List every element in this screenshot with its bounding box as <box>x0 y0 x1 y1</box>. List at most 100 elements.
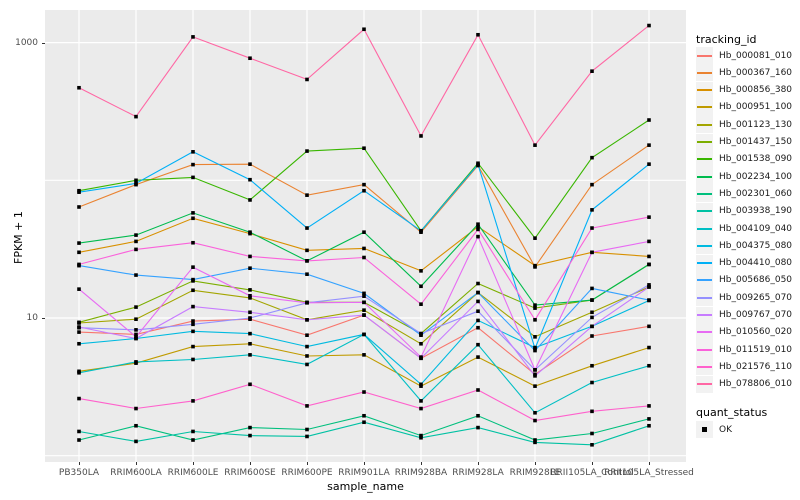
data-point <box>248 310 252 315</box>
data-point <box>191 329 195 334</box>
legend-label: Hb_001437_150 <box>719 137 793 147</box>
data-point <box>533 440 537 445</box>
data-point <box>419 355 423 359</box>
legend-label: Hb_078806_010 <box>719 379 793 390</box>
data-point <box>191 399 195 403</box>
legend-key-swatch <box>696 202 713 220</box>
legend-entry-Hb_003938_190: Hb_003938_190 <box>696 202 796 220</box>
data-point <box>77 241 81 245</box>
data-point <box>362 246 366 251</box>
data-point <box>476 222 480 226</box>
data-point <box>476 299 480 304</box>
legend-key-swatch <box>696 64 713 82</box>
data-point <box>647 118 651 122</box>
legend-key-line <box>697 210 712 213</box>
legend-key-line <box>697 141 712 143</box>
data-point <box>533 346 537 351</box>
legend-label: Hb_009767_070 <box>719 310 793 320</box>
data-point <box>305 248 309 253</box>
data-point <box>191 211 195 215</box>
data-point <box>533 263 537 268</box>
legend-label: Hb_005686_050 <box>719 275 793 286</box>
data-point <box>248 162 252 166</box>
data-point <box>248 433 252 438</box>
legend-label: Hb_002301_060 <box>719 188 793 199</box>
data-point <box>647 423 651 428</box>
legend-key-swatch <box>696 47 713 64</box>
data-point <box>647 283 651 287</box>
data-point <box>647 215 651 219</box>
data-point <box>590 431 594 436</box>
data-point <box>647 298 651 302</box>
data-point <box>191 35 195 39</box>
data-point <box>77 85 81 90</box>
x-tick-label: RRIM600LA <box>110 468 162 478</box>
data-point <box>248 288 252 292</box>
data-point <box>590 250 594 255</box>
data-point <box>533 143 537 147</box>
data-point <box>77 341 81 346</box>
data-point <box>362 182 366 187</box>
legend-key-line <box>697 106 712 109</box>
data-point <box>476 413 480 418</box>
data-point <box>647 345 651 350</box>
data-point <box>590 310 594 315</box>
data-point <box>590 409 594 414</box>
legend-entry-Hb_001123_130: Hb_001123_130 <box>696 116 796 134</box>
legend-entry-Hb_005686_050: Hb_005686_050 <box>696 271 796 289</box>
data-point <box>419 302 423 306</box>
legend-key-swatch <box>696 375 713 393</box>
data-point <box>134 273 138 277</box>
legend-key-line <box>697 89 712 92</box>
data-point <box>248 296 252 300</box>
x-tick-label: RRIM600PE <box>281 468 333 478</box>
data-point <box>419 341 423 346</box>
data-point <box>476 309 480 314</box>
data-point <box>77 396 81 401</box>
line-chart <box>45 10 686 462</box>
data-point <box>590 380 594 385</box>
legend-key-line <box>697 331 712 334</box>
data-point <box>419 433 423 438</box>
data-point <box>191 438 195 442</box>
data-point <box>191 304 195 309</box>
data-point <box>647 285 651 289</box>
data-point <box>362 313 366 317</box>
data-point <box>419 384 423 388</box>
legend-label: Hb_001123_130 <box>719 119 793 130</box>
data-point <box>134 406 138 411</box>
data-point <box>533 438 537 442</box>
data-point <box>590 298 594 302</box>
data-point <box>419 284 423 289</box>
legend-entry-Hb_000951_100: Hb_000951_100 <box>696 98 796 116</box>
data-point <box>248 230 252 234</box>
data-point <box>419 406 423 411</box>
data-point <box>647 324 651 329</box>
quant-ok-marker <box>702 427 707 432</box>
legend-label: Hb_000856_380 <box>719 85 793 96</box>
data-point <box>590 226 594 230</box>
data-point <box>305 300 309 305</box>
data-point <box>134 181 138 186</box>
x-tick-mark <box>478 462 479 465</box>
data-point <box>476 32 480 37</box>
data-point <box>533 418 537 423</box>
data-point <box>362 300 366 305</box>
data-point <box>590 182 594 187</box>
legend-label: Hb_004410_080 <box>719 258 793 269</box>
data-point <box>77 262 81 267</box>
data-point <box>77 190 81 194</box>
x-tick-mark <box>136 462 137 465</box>
legend-key-line <box>697 227 712 230</box>
legend-key-line <box>697 365 712 368</box>
data-point <box>533 384 537 388</box>
data-point <box>647 417 651 421</box>
legend-label: Hb_004375_080 <box>719 240 793 251</box>
x-tick-mark <box>421 462 422 465</box>
data-point <box>77 205 81 209</box>
x-axis-title: sample_name <box>327 480 404 493</box>
legend-key-swatch <box>696 116 713 134</box>
x-tick-mark <box>592 462 593 465</box>
data-point <box>134 423 138 428</box>
legend-key-line <box>697 158 712 161</box>
